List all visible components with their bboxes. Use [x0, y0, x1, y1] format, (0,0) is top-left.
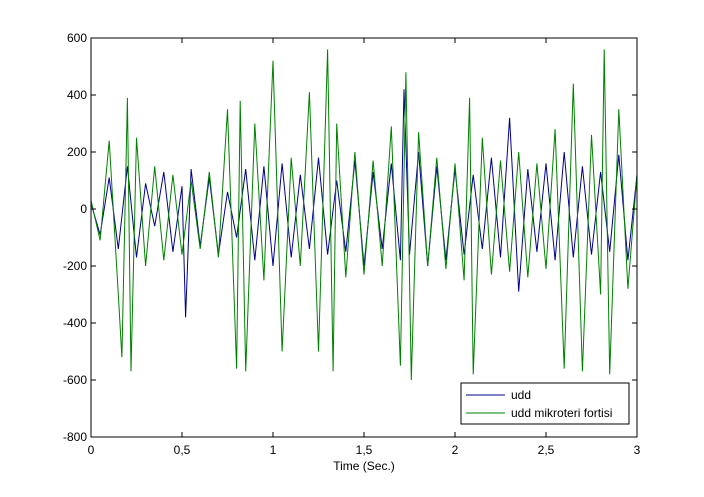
y-tick-label: -600 — [63, 373, 87, 387]
y-tick-label: -400 — [63, 316, 87, 330]
legend-box — [460, 382, 630, 425]
x-axis-label: Time (Sec.) — [333, 459, 395, 473]
y-tick-label: -800 — [63, 430, 87, 444]
x-tick-label: 0,5 — [174, 443, 191, 457]
x-tick-label: 1 — [270, 443, 277, 457]
y-tick-label: 200 — [67, 145, 87, 159]
x-tick-label: 2 — [452, 443, 459, 457]
plot-area — [91, 38, 637, 437]
legend-label-udd-mikroteri-fortisi: udd mikroteri fortisi — [511, 406, 612, 420]
y-tick-label: -200 — [63, 259, 87, 273]
legend: udd udd mikroteri fortisi — [460, 382, 630, 425]
series-line-1 — [90, 49, 638, 381]
series-layer — [90, 49, 638, 381]
x-tick-label: 2,5 — [538, 443, 555, 457]
x-tick-label: 0 — [88, 443, 95, 457]
y-tick-label: 600 — [67, 31, 87, 45]
x-axis-ticks: 0 0,5 1 1,5 2 2,5 3 — [88, 38, 641, 457]
x-tick-label: 1,5 — [356, 443, 373, 457]
legend-label-udd: udd — [511, 388, 531, 402]
y-tick-label: 0 — [80, 202, 87, 216]
y-tick-label: 400 — [67, 88, 87, 102]
series-line-0 — [90, 89, 638, 318]
x-tick-label: 3 — [634, 443, 641, 457]
y-axis-ticks: -800 -600 -400 -200 0 200 400 600 — [63, 31, 637, 444]
